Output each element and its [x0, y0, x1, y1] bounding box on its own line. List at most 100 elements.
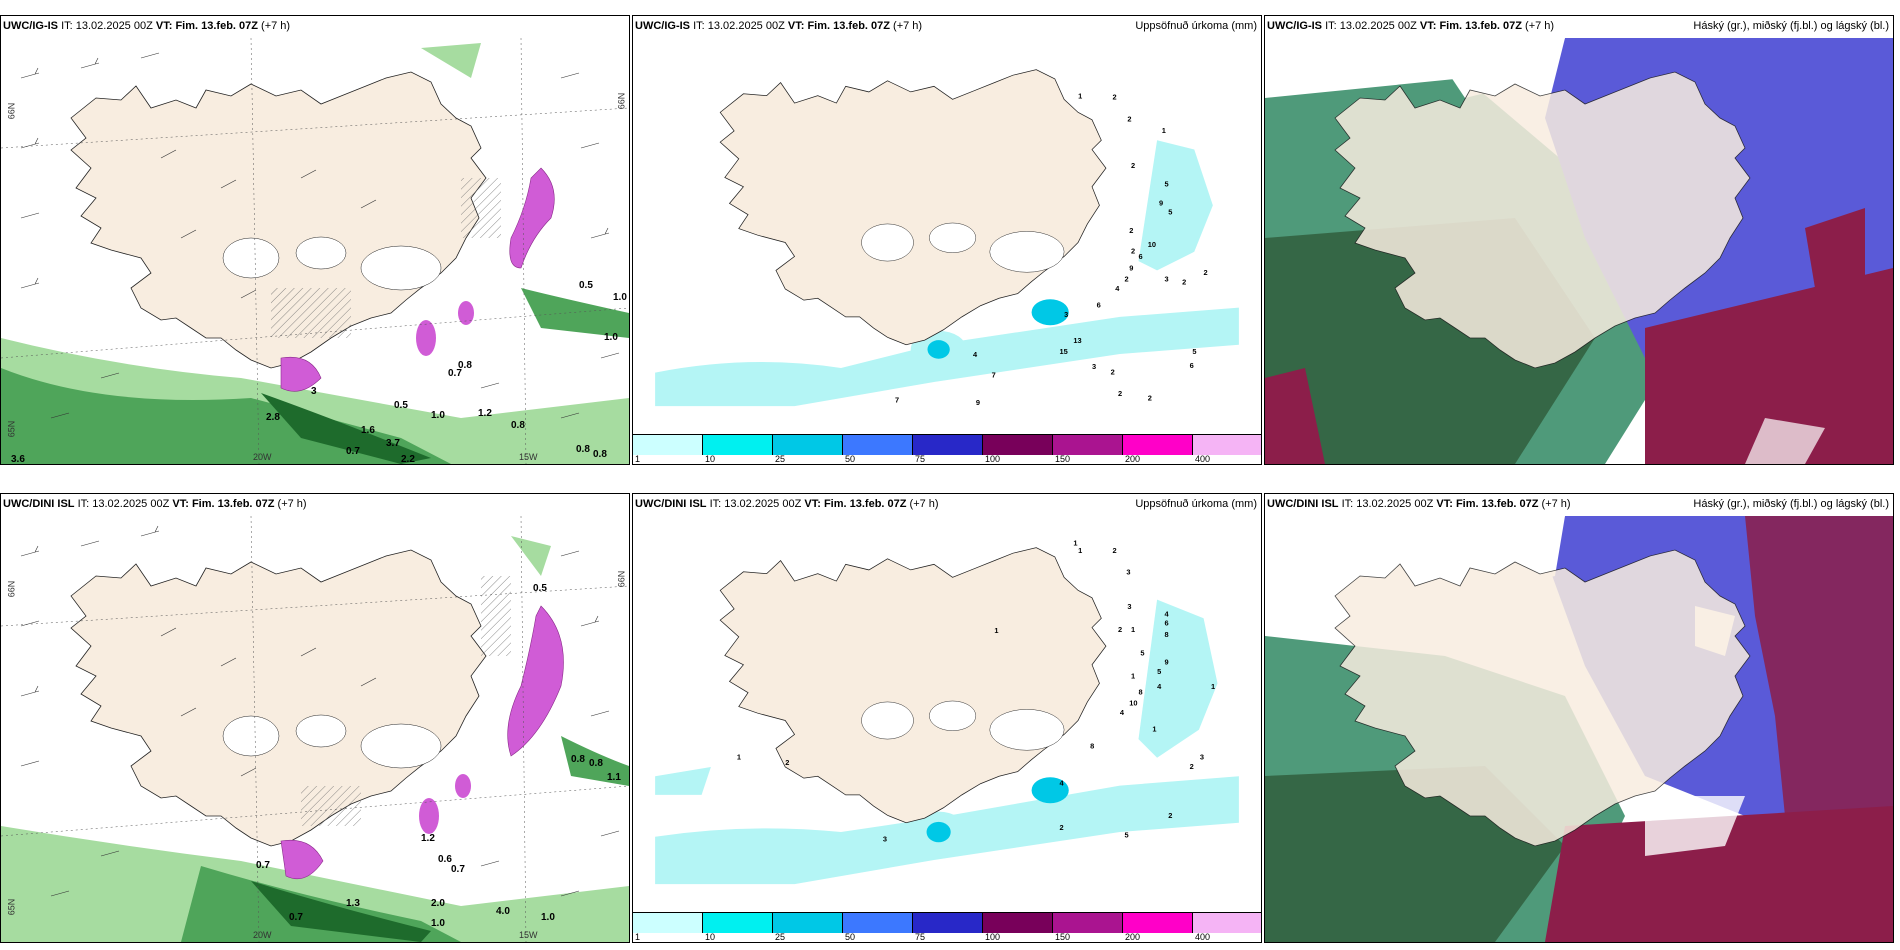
legend-label: 75 — [915, 454, 926, 464]
wind-value: 1.2 — [478, 408, 492, 419]
wind-value: 2.2 — [401, 454, 415, 464]
wind-value: 0.8 — [593, 449, 607, 460]
panel-dini-wind: UWC/DINI ISL IT: 13.02.2025 00Z VT: Fim.… — [0, 493, 630, 943]
precip-value: 5 — [1165, 180, 1169, 189]
legend-cell — [983, 435, 1053, 455]
precip-value: 2 — [1111, 368, 1115, 377]
precip-value: 1 — [1078, 91, 1082, 100]
precip-value: 1 — [1073, 539, 1077, 548]
precip-value: 6 — [1165, 619, 1169, 628]
precip-value: 2 — [1112, 92, 1116, 101]
wind-value: 3 — [311, 386, 317, 397]
legend-cell — [843, 435, 913, 455]
axis-lat-right-label: 66N — [616, 92, 627, 110]
precip-value: 1 — [994, 626, 998, 635]
wind-value: 1.0 — [431, 410, 445, 421]
legend-label: 400 — [1195, 454, 1211, 464]
legend-cell — [843, 913, 913, 933]
panel-ig-wind: UWC/IG-IS IT: 13.02.2025 00Z VT: Fim. 13… — [0, 15, 630, 465]
wind-value: 0.8 — [511, 420, 525, 431]
legend-cell — [983, 913, 1053, 933]
precip-value: 2 — [1131, 161, 1135, 170]
precip-value: 4 — [1157, 682, 1162, 691]
panel-header: UWC/DINI ISL IT: 13.02.2025 00Z VT: Fim.… — [635, 498, 939, 510]
precip-value: 2 — [1112, 546, 1116, 555]
panel-title: Uppsöfnuð úrkoma (mm) — [1135, 20, 1257, 32]
axis-lat-label: 66N — [6, 580, 17, 598]
precip-value: 2 — [1127, 115, 1131, 124]
precip-value: 8 — [1165, 630, 1169, 639]
legend-labels: 1 10 25 50 75 100 150 200 400 — [633, 932, 1261, 942]
wind-value: 0.7 — [451, 864, 465, 875]
cloud-map — [1265, 38, 1893, 464]
precip-value: 2 — [1125, 275, 1129, 284]
precip-value: 10 — [1148, 240, 1156, 249]
precip-value: 2 — [1168, 811, 1172, 820]
precip-value: 4 — [1059, 779, 1064, 788]
precip-value: 2 — [1148, 394, 1152, 403]
legend-cell — [1053, 913, 1123, 933]
wind-map: 0.5 1.0 1.0 0.7 0.8 0.5 1.0 1.2 0.8 2.8 … — [1, 38, 629, 464]
precip-value: 1 — [1131, 625, 1135, 634]
precip-value: 1 — [1162, 126, 1166, 135]
legend-cell — [913, 435, 983, 455]
axis-lat-label: 66N — [6, 102, 17, 120]
precip-value: 2 — [1182, 277, 1186, 286]
panel-header: UWC/DINI ISL IT: 13.02.2025 00Z VT: Fim.… — [3, 498, 307, 510]
wind-value: 0.8 — [571, 754, 585, 765]
legend-label: 400 — [1195, 932, 1211, 942]
panel-header: UWC/DINI ISL IT: 13.02.2025 00Z VT: Fim.… — [1267, 498, 1571, 510]
precip-color-legend — [633, 434, 1261, 455]
legend-label: 200 — [1125, 932, 1141, 942]
wind-value: 0.7 — [448, 368, 462, 379]
legend-label: 10 — [705, 932, 716, 942]
cloud-map — [1265, 516, 1893, 942]
precip-value: 3 — [1126, 568, 1130, 577]
wind-value: 1.6 — [361, 425, 375, 436]
legend-label: 1 — [635, 932, 641, 942]
precip-value: 5 — [1140, 648, 1144, 657]
wind-value: 1.1 — [607, 772, 621, 783]
legend-label: 150 — [1055, 932, 1071, 942]
panel-header: UWC/IG-IS IT: 13.02.2025 00Z VT: Fim. 13… — [3, 20, 291, 32]
precip-value: 1 — [1078, 546, 1082, 555]
precip-value: 2 — [1190, 762, 1194, 771]
precip-value: 3 — [1200, 753, 1204, 762]
legend-labels: 1 10 25 50 75 100 150 200 400 — [633, 454, 1261, 464]
precip-value: 7 — [992, 370, 996, 379]
precip-value: 2 — [1131, 247, 1135, 256]
wind-value: 0.6 — [438, 854, 452, 865]
wind-value: 0.5 — [533, 583, 547, 594]
precip-value: 5 — [1168, 208, 1172, 217]
legend-cell — [1123, 913, 1193, 933]
precip-value: 4 — [973, 350, 978, 359]
legend-label: 100 — [985, 932, 1001, 942]
precip-value: 5 — [1192, 347, 1196, 356]
panel-dini-precip: UWC/DINI ISL IT: 13.02.2025 00Z VT: Fim.… — [632, 493, 1262, 943]
precip-value: 1 — [1152, 725, 1156, 734]
precip-value: 6 — [1097, 301, 1101, 310]
panel-header: UWC/IG-IS IT: 13.02.2025 00Z VT: Fim. 13… — [1267, 20, 1555, 32]
panel-ig-precip: UWC/IG-IS IT: 13.02.2025 00Z VT: Fim. 13… — [632, 15, 1262, 465]
panel-dini-cloud: UWC/DINI ISL IT: 13.02.2025 00Z VT: Fim.… — [1264, 493, 1894, 943]
legend-cell — [703, 435, 773, 455]
wind-value: 0.7 — [346, 446, 360, 457]
wind-value: 0.8 — [458, 360, 472, 371]
precip-value: 2 — [1118, 389, 1122, 398]
legend-cell — [703, 913, 773, 933]
wind-value: 1.2 — [421, 833, 435, 844]
panel-title: Háský (gr.), miðský (fj.bl.) og lágský (… — [1693, 20, 1889, 32]
precip-value: 1 — [1131, 672, 1135, 681]
wind-value: 0.8 — [589, 758, 603, 769]
legend-cell — [1193, 435, 1261, 455]
wind-value: 1.0 — [541, 912, 555, 923]
precip-map: 1 2 2 1 2 5 2 9 5 2 6 10 2 4 9 2 6 3 2 3… — [655, 38, 1239, 407]
axis-lon-label: 20W — [253, 930, 272, 940]
precip-value: 1 — [737, 753, 741, 762]
precip-value: 5 — [1125, 831, 1129, 840]
legend-cell — [913, 913, 983, 933]
legend-label: 25 — [775, 454, 786, 464]
wind-value: 0.5 — [394, 400, 408, 411]
precip-value: 8 — [1090, 741, 1094, 750]
precip-value: 8 — [1138, 687, 1142, 696]
